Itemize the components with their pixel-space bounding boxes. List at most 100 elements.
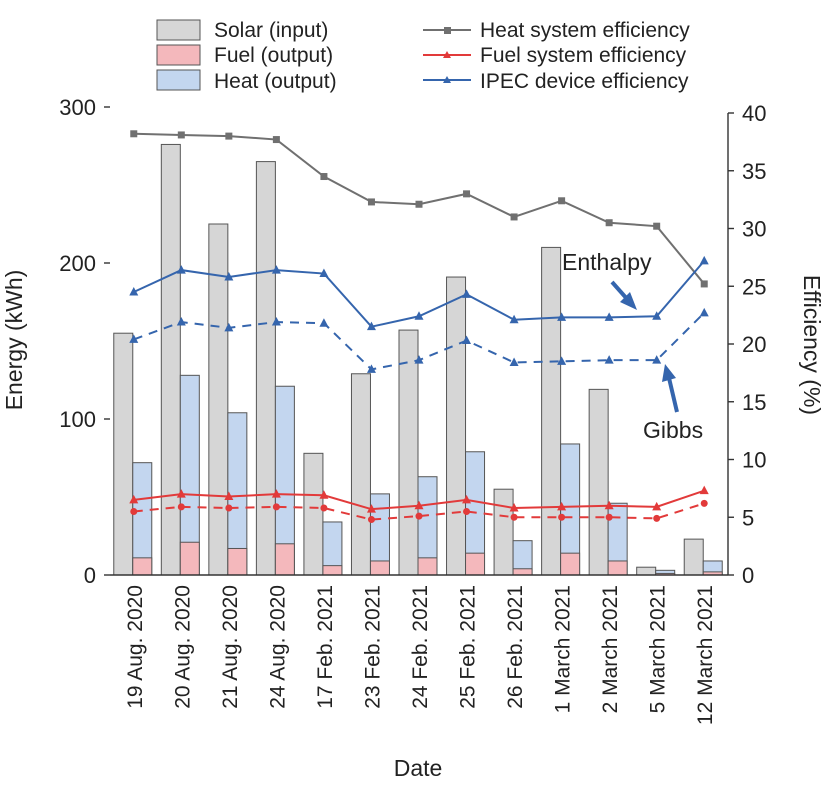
x-tick-label: 26 Feb. 2021 [504,585,527,709]
ipec-device-efficiency-gibbs-point [224,322,234,332]
fuel-system-efficiency-gibbs-point [225,504,233,512]
fuel-bar [322,565,343,576]
fuel-system-efficiency-point [176,489,186,498]
ipec-device-efficiency-point [557,312,567,321]
legend-label-heat: Heat (output) [214,70,337,93]
fuel-system-efficiency-point [414,500,424,510]
heat-system-efficiency-point [130,130,138,138]
heat-system-efficiency-point [558,197,566,205]
ipec-device-efficiency-point [462,289,472,298]
gibbs-annotation: Gibbs [643,417,703,443]
y-tick-label: 100 [59,407,96,432]
legend-swatch-fuel [156,44,201,66]
ipec-device-efficiency-gibbs-point [129,334,139,343]
y-tick-label: 0 [84,563,96,588]
legend-label-heat-efficiency: Heat system efficiency [480,19,690,42]
heat-system-efficiency-point [177,131,185,139]
legend-label-fuel-efficiency: Fuel system efficiency [480,44,687,67]
heat-system-efficiency-point [225,132,233,140]
x-tick-label: 19 Aug. 2020 [124,585,147,709]
x-tick-label: 17 Feb. 2021 [314,585,337,709]
fuel-system-efficiency-point [366,504,376,513]
ipec-device-efficiency-gibbs-point [652,355,662,364]
fuel-bar [369,560,390,576]
fuel-system-efficiency-gibbs-point [272,503,280,511]
solar-bar [160,143,181,576]
x-tick-label: 23 Feb. 2021 [361,585,384,709]
ipec-device-efficiency-point [366,321,376,331]
ipec-device-efficiency-point [176,265,186,274]
fuel-system-efficiency-gibbs-point [177,503,185,511]
ipec-device-efficiency-gibbs-point [509,357,519,366]
legend: Solar (input) Fuel (output) Heat (output… [156,19,690,93]
legend-marker-heat-efficiency [444,27,451,34]
ipec-device-efficiency-gibbs-point [176,317,186,326]
axes-group: 0 100 200 300 0 5 10 15 20 25 30 35 40 19 Aug. 2020 20… [59,95,766,725]
enthalpy-arrowhead [620,292,637,310]
x-tick-label: 12 March 2021 [694,585,717,725]
gibbs-arrowhead [662,364,676,382]
ipec-device-efficiency-point [224,272,234,281]
fuel-bar [560,552,581,576]
solar-bar [683,538,704,576]
fuel-bar [179,541,200,576]
solar-bar [493,488,514,576]
x-tick-label: 20 Aug. 2020 [171,585,194,709]
fuel-system-efficiency-point [699,485,709,495]
fuel-system-efficiency-gibbs-point [367,516,375,524]
fuel-bar [465,552,486,576]
heat-system-efficiency-point [700,280,708,288]
fuel-bar [274,543,295,576]
solar-bar [541,246,562,576]
solar-bar [350,373,371,576]
solar-bar [303,452,324,576]
fuel-system-efficiency-gibbs-point [653,514,661,522]
fuel-system-efficiency-gibbs-point [605,513,613,521]
legend-label-solar: Solar (input) [214,19,328,42]
legend-swatch-solar [156,19,201,41]
fuel-bar [417,557,438,576]
solar-bar [446,276,467,576]
enthalpy-annotation: Enthalpy [562,249,652,275]
ipec-device-efficiency-gibbs-point [557,356,567,365]
solar-bar [636,566,657,576]
ipec-device-efficiency-gibbs-point [604,355,614,364]
x-axis-title: Date [394,755,443,781]
solar-bar [113,332,134,576]
y-axis-title: Energy (kWh) [1,270,27,411]
y2-tick-label: 5 [742,505,754,530]
y2-tick-label: 10 [742,448,766,473]
ipec-device-efficiency-point [319,268,329,278]
legend-label-ipec-efficiency: IPEC device efficiency [480,70,689,93]
x-tick-label: 24 Feb. 2021 [409,585,432,709]
heat-system-efficiency-point [653,222,661,230]
heat-system-efficiency-point [415,200,423,208]
x-tick-label: 21 Aug. 2020 [219,585,242,709]
solar-bar [398,329,419,576]
fuel-system-efficiency-point [319,490,329,499]
y2-tick-label: 0 [742,563,754,588]
fuel-system-efficiency-gibbs-point [130,507,138,515]
fuel-system-efficiency-point [271,489,281,498]
gibbs-arrow [667,377,679,413]
y2-tick-label: 35 [742,159,766,184]
heat-system-efficiency-point [272,136,280,144]
fuel-bar [227,547,248,576]
fuel-bar [607,560,628,576]
ipec-device-efficiency-point [509,314,519,324]
heat-system-efficiency-point [367,198,375,206]
ipec-device-efficiency-point [652,311,662,320]
y2-tick-label: 30 [742,217,766,242]
fuel-system-efficiency-point [509,503,519,512]
ipec-device-efficiency-gibbs-point [319,318,329,327]
fuel-system-efficiency-point [129,494,139,504]
fuel-system-efficiency-gibbs-point [510,513,518,521]
y2-tick-label: 25 [742,274,766,299]
fuel-system-efficiency-gibbs-point [558,513,566,521]
ipec-device-efficiency-gibbs-point [462,335,472,345]
ipec-device-efficiency-point [129,287,139,296]
legend-label-fuel: Fuel (output) [214,44,333,67]
heat-system-efficiency-point [463,190,471,198]
y2-tick-label: 15 [742,390,766,415]
